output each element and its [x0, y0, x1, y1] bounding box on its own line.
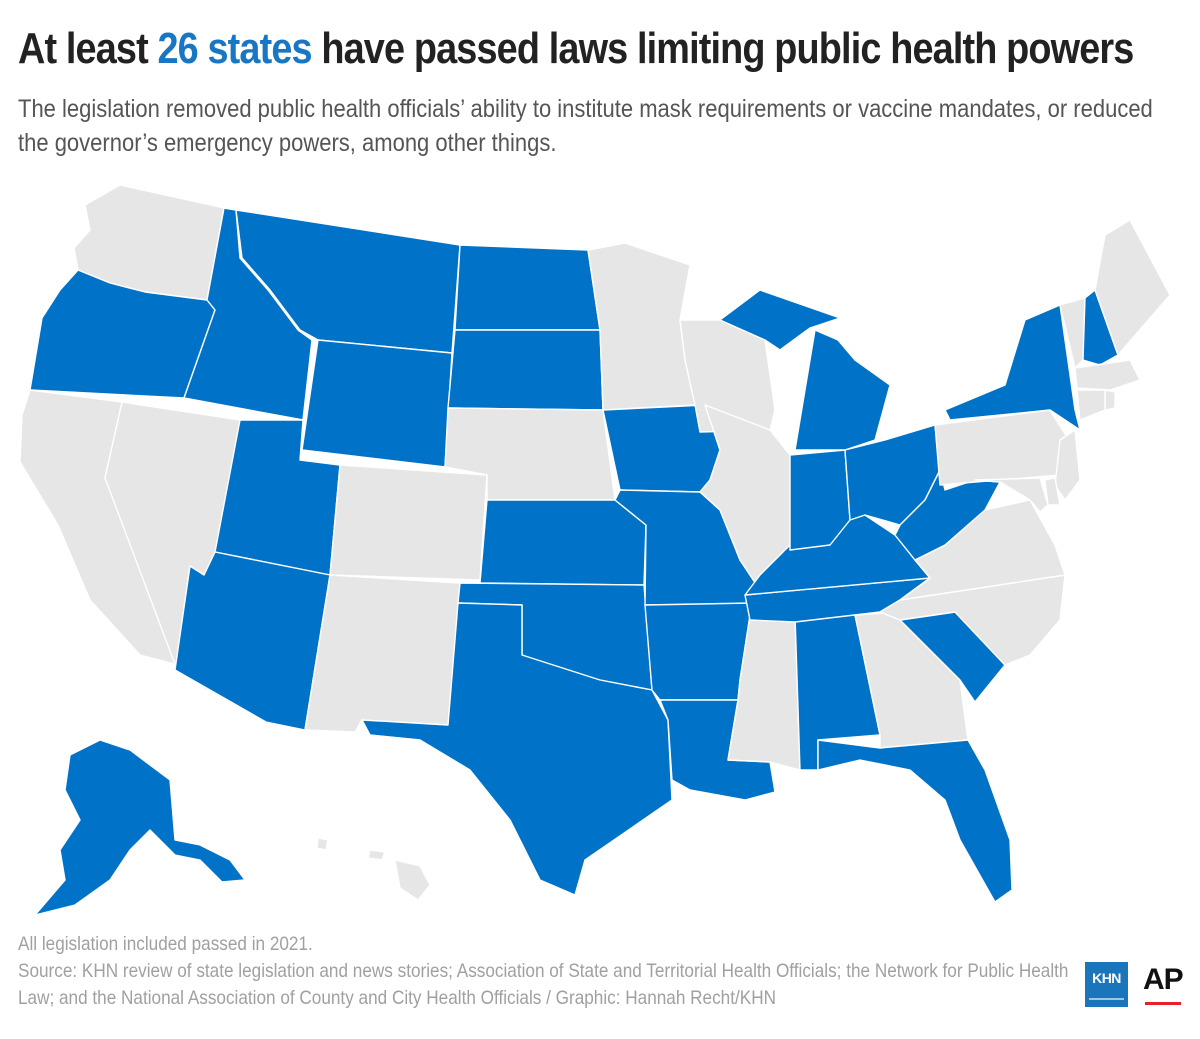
khn-logo-text: KHN [1092, 970, 1121, 986]
state-ak [34, 739, 246, 916]
state-de [1044, 477, 1061, 506]
state-mn [587, 242, 696, 411]
footer-source: Source: KHN review of state legislation … [18, 960, 1069, 1009]
state-nm [304, 574, 461, 733]
title-highlight: 26 states [157, 24, 312, 73]
state-ma [1074, 359, 1141, 391]
state-nh [1082, 289, 1119, 366]
state-sd [447, 329, 604, 411]
state-nj [1054, 429, 1081, 501]
state-wy [301, 339, 453, 468]
ap-logo-text: AP [1143, 963, 1184, 996]
state-in [789, 449, 851, 551]
state-me [1094, 219, 1171, 356]
state-ar [644, 602, 753, 701]
title-rest: have passed laws limiting public health … [311, 24, 1134, 73]
ap-logo: AP [1143, 962, 1187, 1007]
state-co [329, 464, 488, 581]
map-footer: All legislation included passed in 2021.… [18, 931, 1083, 1012]
state-ny [944, 304, 1081, 431]
state-hi [316, 837, 431, 901]
map-subtitle: The legislation removed public health of… [18, 95, 1153, 157]
state-nd [454, 244, 601, 331]
footer-note: All legislation included passed in 2021. [18, 933, 313, 955]
state-fl [817, 739, 1013, 903]
khn-logo-bar [1089, 998, 1124, 1000]
state-pa [934, 409, 1076, 486]
ap-logo-underline [1145, 1002, 1181, 1005]
map-title: At least 26 states have passed laws limi… [18, 18, 1134, 80]
state-id [183, 207, 313, 421]
state-ks [479, 499, 647, 586]
khn-logo: KHN [1085, 962, 1128, 1007]
us-map [19, 184, 1171, 916]
state-tx [361, 602, 673, 896]
state-il [699, 404, 796, 591]
state-az [174, 551, 331, 731]
title-lead: At least [18, 24, 158, 73]
state-ct [1076, 389, 1106, 421]
state-ri [1104, 389, 1116, 411]
state-md [974, 477, 1049, 513]
